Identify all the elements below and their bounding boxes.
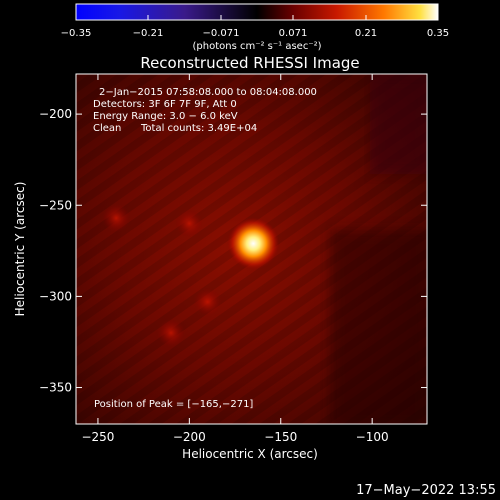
x-axis-label: Heliocentric X (arcsec) bbox=[182, 447, 318, 461]
plot-frame bbox=[75, 73, 428, 425]
y-tick-label: −200 bbox=[39, 107, 72, 121]
x-axis: −250 −200 −150 −100 bbox=[81, 74, 389, 444]
info-total-counts: Total counts: 3.49E+04 bbox=[140, 123, 257, 134]
colorbar-tick-label: 0.21 bbox=[355, 28, 377, 39]
info-clean: Clean bbox=[93, 123, 121, 134]
y-tick-label: −350 bbox=[39, 381, 72, 395]
colorbar-tick-label: 0.071 bbox=[279, 28, 308, 39]
colorbar-tick-label: 0.35 bbox=[427, 28, 449, 39]
colorbar bbox=[75, 3, 439, 21]
info-time-range: 2−Jan−2015 07:58:08.000 to 08:04:08.000 bbox=[99, 87, 317, 98]
peak-position-label: Position of Peak = [−165,−271] bbox=[94, 399, 253, 410]
colorbar-unit-label: (photons cm⁻² s⁻¹ asec⁻²) bbox=[192, 41, 321, 52]
info-energy-range: Energy Range: 3.0 − 6.0 keV bbox=[93, 111, 238, 122]
y-axis-label: Heliocentric Y (arcsec) bbox=[13, 182, 27, 317]
x-tick-label: −100 bbox=[356, 430, 389, 444]
y-tick-label: −300 bbox=[39, 289, 72, 303]
colorbar-tick-label: −0.21 bbox=[133, 28, 164, 39]
x-tick-label: −200 bbox=[173, 430, 206, 444]
colorbar-ticks bbox=[75, 15, 439, 20]
timestamp: 17−May−2022 13:55 bbox=[356, 483, 496, 498]
colorbar-tick-label: −0.35 bbox=[61, 28, 92, 39]
secondary-source bbox=[102, 204, 131, 233]
info-detectors: Detectors: 3F 6F 7F 9F, Att 0 bbox=[93, 99, 237, 110]
secondary-source bbox=[175, 209, 204, 238]
y-axis: −200 −250 −300 −350 bbox=[39, 107, 427, 395]
x-tick-label: −150 bbox=[264, 430, 297, 444]
y-tick-label: −250 bbox=[39, 198, 72, 212]
heatmap-image bbox=[76, 74, 427, 424]
secondary-source bbox=[193, 287, 222, 316]
peak-source bbox=[227, 217, 280, 270]
colorbar-tick-label: −0.071 bbox=[202, 28, 239, 39]
secondary-source bbox=[157, 318, 186, 347]
x-tick-label: −250 bbox=[81, 430, 114, 444]
chart-title: Reconstructed RHESSI Image bbox=[140, 54, 359, 72]
